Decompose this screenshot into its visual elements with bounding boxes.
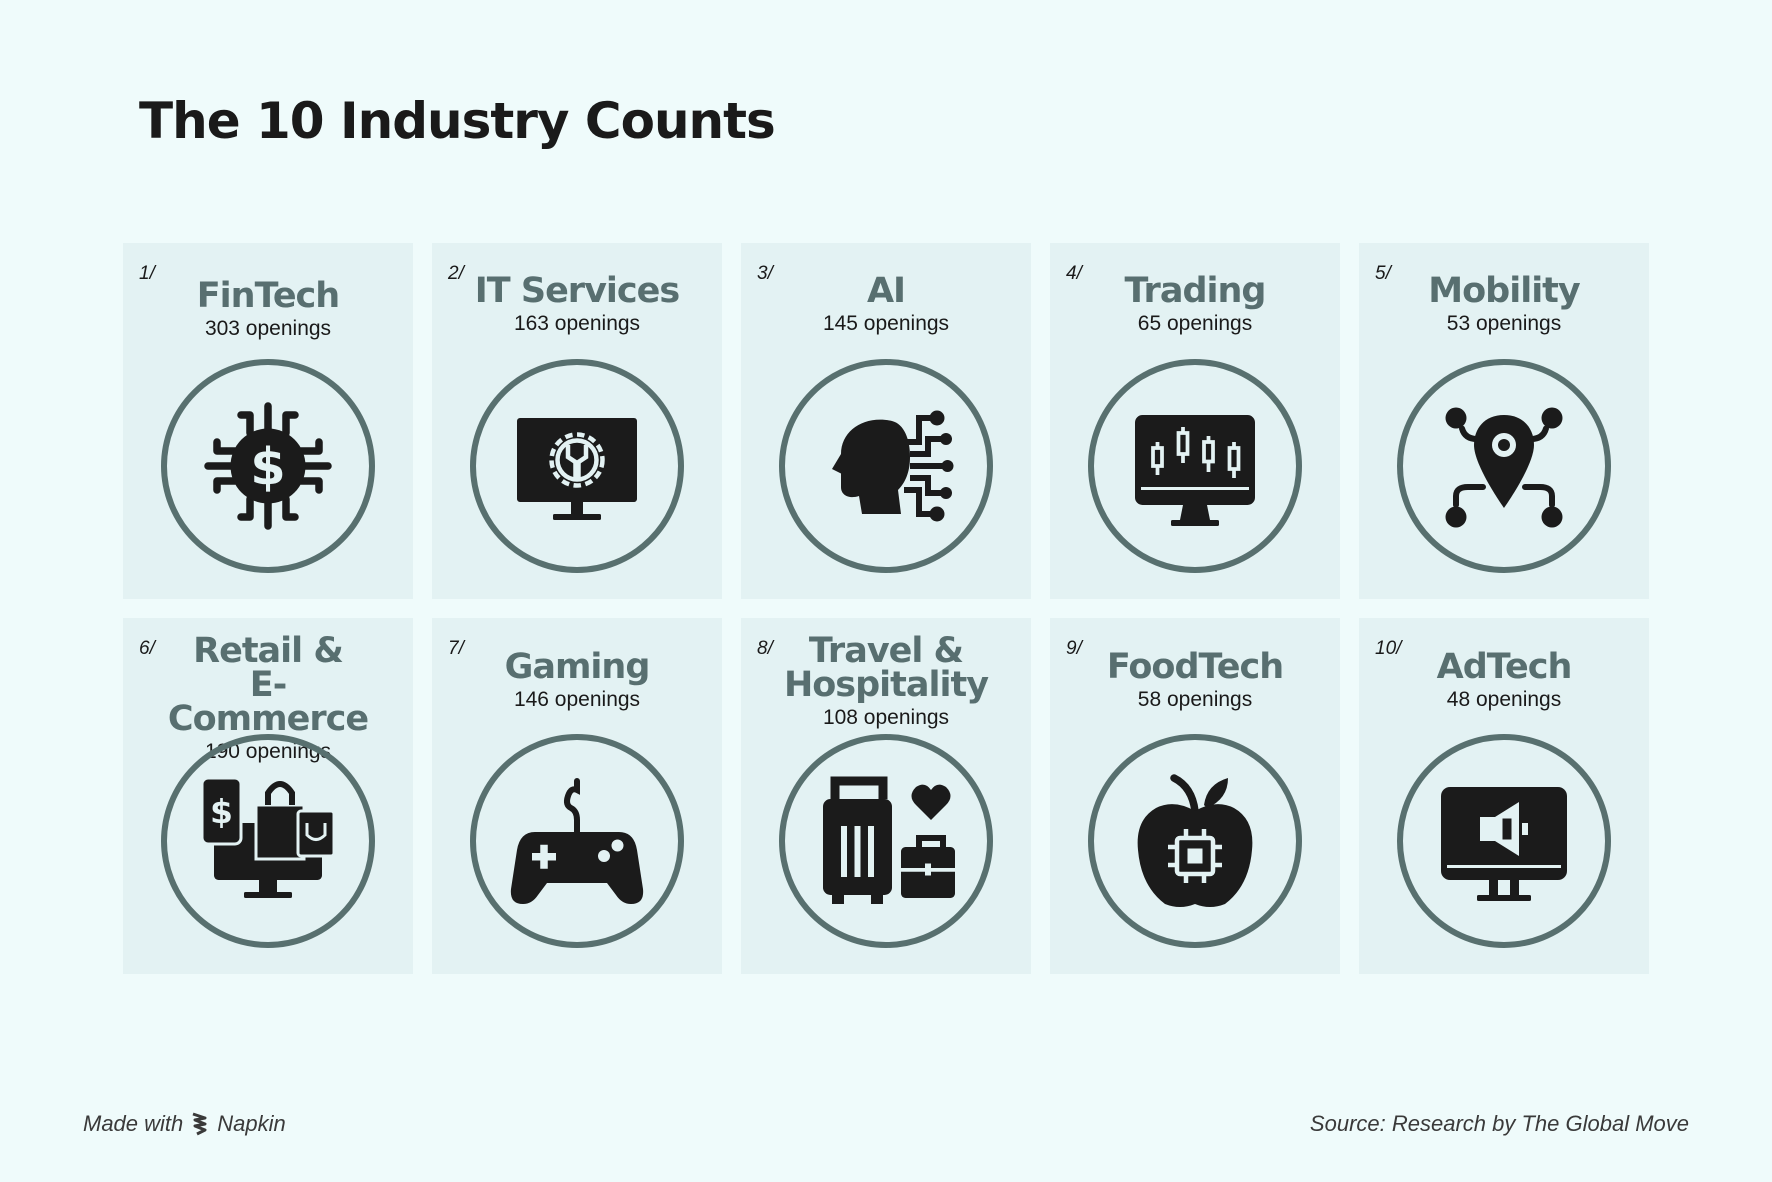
industry-grid: 1/ FinTech 303 openings $ 2/ IT Services…	[123, 243, 1649, 974]
industry-card-ai: 3/ AI 145 openings	[741, 243, 1031, 599]
openings-count: 65 openings	[1137, 312, 1253, 335]
openings-count: 48 openings	[1446, 688, 1562, 711]
icon-ring	[1088, 734, 1302, 948]
industry-name: AI	[866, 271, 906, 311]
industry-name: Trading	[1124, 271, 1267, 311]
luggage-heart-icon	[823, 776, 955, 904]
industry-name: Mobility	[1428, 271, 1580, 311]
rank-label: 7/	[448, 638, 464, 659]
industry-name: FinTech	[196, 276, 340, 316]
ecommerce-monitor-icon: $	[200, 776, 336, 898]
openings-count: 58 openings	[1137, 688, 1253, 711]
industry-card-gaming: 7/ Gaming 146 openings	[432, 618, 722, 974]
industry-name: Travel & Hospitality	[783, 631, 989, 705]
openings-count: 108 openings	[822, 706, 950, 729]
icon-ring	[1397, 359, 1611, 573]
openings-count: 303 openings	[204, 317, 332, 340]
ai-head-circuit-icon	[832, 410, 954, 522]
icon-ring: $	[161, 734, 375, 948]
icon-ring	[470, 734, 684, 948]
page-title: The 10 Industry Counts	[139, 92, 776, 150]
apple-chip-icon	[1137, 774, 1253, 907]
icon-ring	[1088, 359, 1302, 573]
industry-name: AdTech	[1436, 647, 1573, 687]
source-note: Source: Research by The Global Move	[1309, 1111, 1689, 1136]
gamepad-icon	[510, 778, 644, 904]
rank-label: 2/	[448, 263, 464, 284]
rank-label: 9/	[1066, 638, 1082, 659]
industry-name: Retail & E-Commerce	[167, 631, 369, 739]
icon-ring: $	[161, 359, 375, 573]
industry-card-retail-ecommerce: 6/ Retail & E-Commerce 190 openings $	[123, 618, 413, 974]
openings-count: 53 openings	[1446, 312, 1562, 335]
openings-count: 145 openings	[822, 312, 950, 335]
rank-label: 10/	[1375, 638, 1402, 659]
industry-card-fintech: 1/ FinTech 303 openings $	[123, 243, 413, 599]
monitor-megaphone-icon	[1441, 787, 1567, 901]
industry-name: FoodTech	[1106, 647, 1284, 687]
napkin-brand: Napkin	[217, 1111, 286, 1136]
rank-label: 4/	[1066, 263, 1082, 284]
industry-card-trading: 4/ Trading 65 openings	[1050, 243, 1340, 599]
rank-label: 5/	[1375, 263, 1391, 284]
icon-ring	[470, 359, 684, 573]
svg-text:$: $	[210, 792, 233, 831]
monitor-candlestick-icon	[1135, 415, 1255, 526]
icon-ring	[1397, 734, 1611, 948]
icon-ring	[779, 359, 993, 573]
svg-text:$: $	[250, 438, 286, 497]
location-network-icon	[1445, 407, 1563, 528]
made-with-credit: Made with Napkin	[83, 1111, 286, 1137]
rank-label: 3/	[757, 263, 773, 284]
rank-label: 1/	[139, 263, 155, 284]
industry-name: Gaming	[504, 647, 651, 687]
industry-name: IT Services	[474, 271, 680, 311]
rank-label: 6/	[139, 638, 155, 659]
industry-card-adtech: 10/ AdTech 48 openings	[1359, 618, 1649, 974]
icon-ring	[779, 734, 993, 948]
openings-count: 163 openings	[513, 312, 641, 335]
industry-card-foodtech: 9/ FoodTech 58 openings	[1050, 618, 1340, 974]
napkin-logo-icon	[192, 1112, 207, 1136]
industry-card-mobility: 5/ Mobility 53 openings	[1359, 243, 1649, 599]
industry-card-travel-hospitality: 8/ Travel & Hospitality 108 openings	[741, 618, 1031, 974]
industry-card-it-services: 2/ IT Services 163 openings	[432, 243, 722, 599]
openings-count: 146 openings	[513, 688, 641, 711]
made-with-label: Made with	[83, 1111, 184, 1136]
dollar-chip-icon: $	[204, 402, 332, 530]
monitor-gear-wrench-icon	[517, 418, 637, 520]
rank-label: 8/	[757, 638, 773, 659]
